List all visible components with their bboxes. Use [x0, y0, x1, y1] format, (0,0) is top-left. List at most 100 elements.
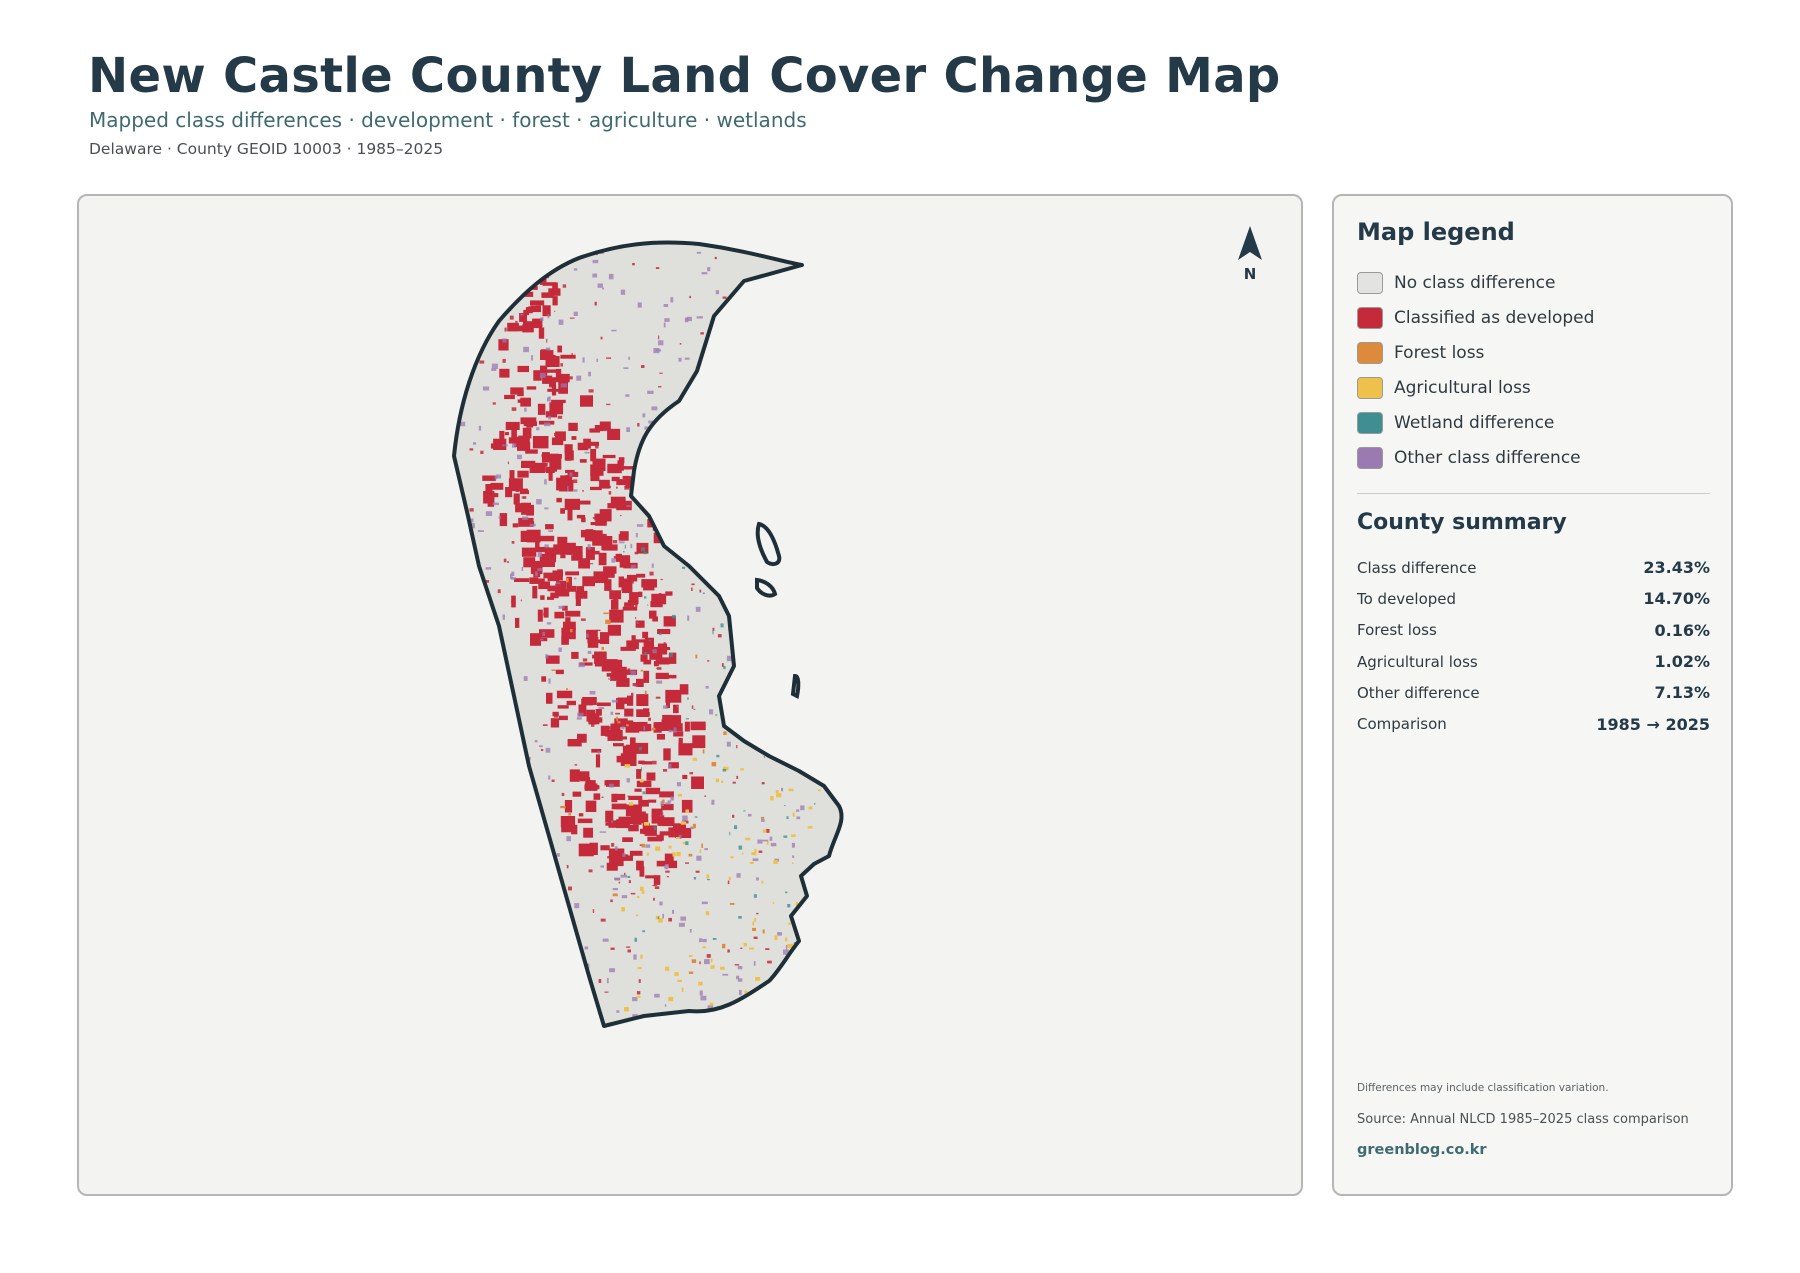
change-patch — [558, 605, 565, 609]
change-patch — [720, 623, 724, 628]
county-map[interactable] — [79, 196, 1303, 1196]
change-patch — [561, 627, 576, 640]
change-patch — [657, 629, 671, 635]
change-patch — [595, 709, 602, 716]
change-patch — [710, 965, 715, 969]
change-patch — [722, 943, 726, 949]
change-patch — [542, 724, 548, 726]
change-patch — [592, 259, 599, 264]
change-patch — [557, 415, 563, 419]
change-patch — [747, 338, 752, 342]
change-patch — [757, 839, 763, 844]
change-patch — [788, 327, 794, 329]
change-patch — [705, 686, 709, 689]
change-patch — [504, 394, 515, 400]
change-patch — [555, 368, 562, 381]
change-patch — [534, 740, 538, 743]
change-patch — [555, 669, 564, 675]
change-patch — [601, 796, 604, 798]
change-patch — [595, 445, 599, 449]
change-patch — [468, 898, 473, 901]
change-patch — [564, 498, 580, 510]
change-patch — [642, 631, 649, 639]
change-patch — [796, 430, 799, 436]
change-patch — [729, 300, 732, 303]
change-patch — [544, 547, 557, 559]
change-patch — [634, 551, 639, 555]
change-patch — [521, 262, 538, 267]
change-patch — [699, 589, 702, 593]
change-patch — [770, 842, 777, 847]
change-patch — [775, 605, 778, 610]
change-patch — [722, 973, 729, 976]
change-patch — [605, 822, 620, 826]
change-patch — [517, 391, 524, 397]
change-patch — [785, 588, 789, 592]
change-patch — [588, 869, 593, 873]
site-link[interactable]: greenblog.co.kr — [1357, 1142, 1487, 1158]
county-shape[interactable] — [452, 240, 844, 1035]
change-patch — [486, 955, 493, 961]
change-patch — [716, 754, 720, 758]
change-patch — [797, 285, 804, 290]
change-patch — [596, 358, 598, 362]
change-patch — [782, 384, 786, 389]
change-patch — [626, 505, 631, 507]
change-patch — [556, 497, 562, 503]
change-patch — [756, 698, 760, 702]
change-patch — [541, 676, 547, 682]
change-patch — [560, 508, 565, 514]
change-patch — [606, 862, 618, 871]
change-patch — [547, 314, 550, 319]
change-patch — [538, 327, 545, 339]
change-patch — [689, 929, 692, 933]
change-patch — [717, 634, 722, 638]
change-patch — [751, 319, 755, 323]
change-patch — [753, 936, 758, 939]
change-patch — [775, 502, 781, 507]
change-patch — [655, 652, 662, 665]
change-patch — [616, 479, 632, 486]
change-patch — [746, 563, 751, 566]
change-patch — [636, 622, 639, 624]
change-patch — [643, 491, 657, 495]
page-meta: Delaware · County GEOID 10003 · 1985–202… — [89, 140, 444, 158]
change-patch — [740, 1016, 747, 1019]
change-patch — [685, 809, 689, 813]
change-patch — [676, 408, 681, 413]
change-patch — [796, 561, 800, 566]
change-patch — [594, 513, 601, 521]
change-patch — [711, 799, 715, 805]
change-patch — [668, 652, 677, 664]
change-patch — [730, 856, 734, 859]
change-patch — [623, 367, 629, 369]
change-patch — [761, 701, 764, 706]
change-patch — [786, 816, 789, 820]
change-patch — [575, 596, 581, 606]
change-patch — [674, 972, 679, 976]
change-patch — [581, 618, 586, 621]
change-patch — [518, 325, 527, 332]
change-patch — [777, 471, 782, 473]
change-patch — [624, 1007, 629, 1012]
change-patch — [638, 760, 645, 764]
change-patch — [634, 788, 642, 792]
change-patch — [689, 295, 691, 299]
change-patch — [523, 421, 537, 427]
change-patch — [530, 633, 541, 646]
change-patch — [628, 795, 643, 800]
change-patch — [608, 491, 612, 495]
change-patch — [521, 566, 524, 571]
change-patch — [672, 852, 676, 857]
change-patch — [607, 428, 621, 440]
change-patch — [578, 662, 585, 668]
change-patch — [656, 667, 662, 670]
legend-swatch — [1357, 411, 1383, 434]
change-patch — [502, 338, 507, 343]
change-patch — [610, 899, 613, 903]
change-patch — [525, 948, 527, 951]
map-panel[interactable]: N — [77, 194, 1303, 1196]
change-patch — [623, 466, 635, 470]
change-patch — [670, 297, 674, 303]
change-patch — [576, 514, 586, 519]
